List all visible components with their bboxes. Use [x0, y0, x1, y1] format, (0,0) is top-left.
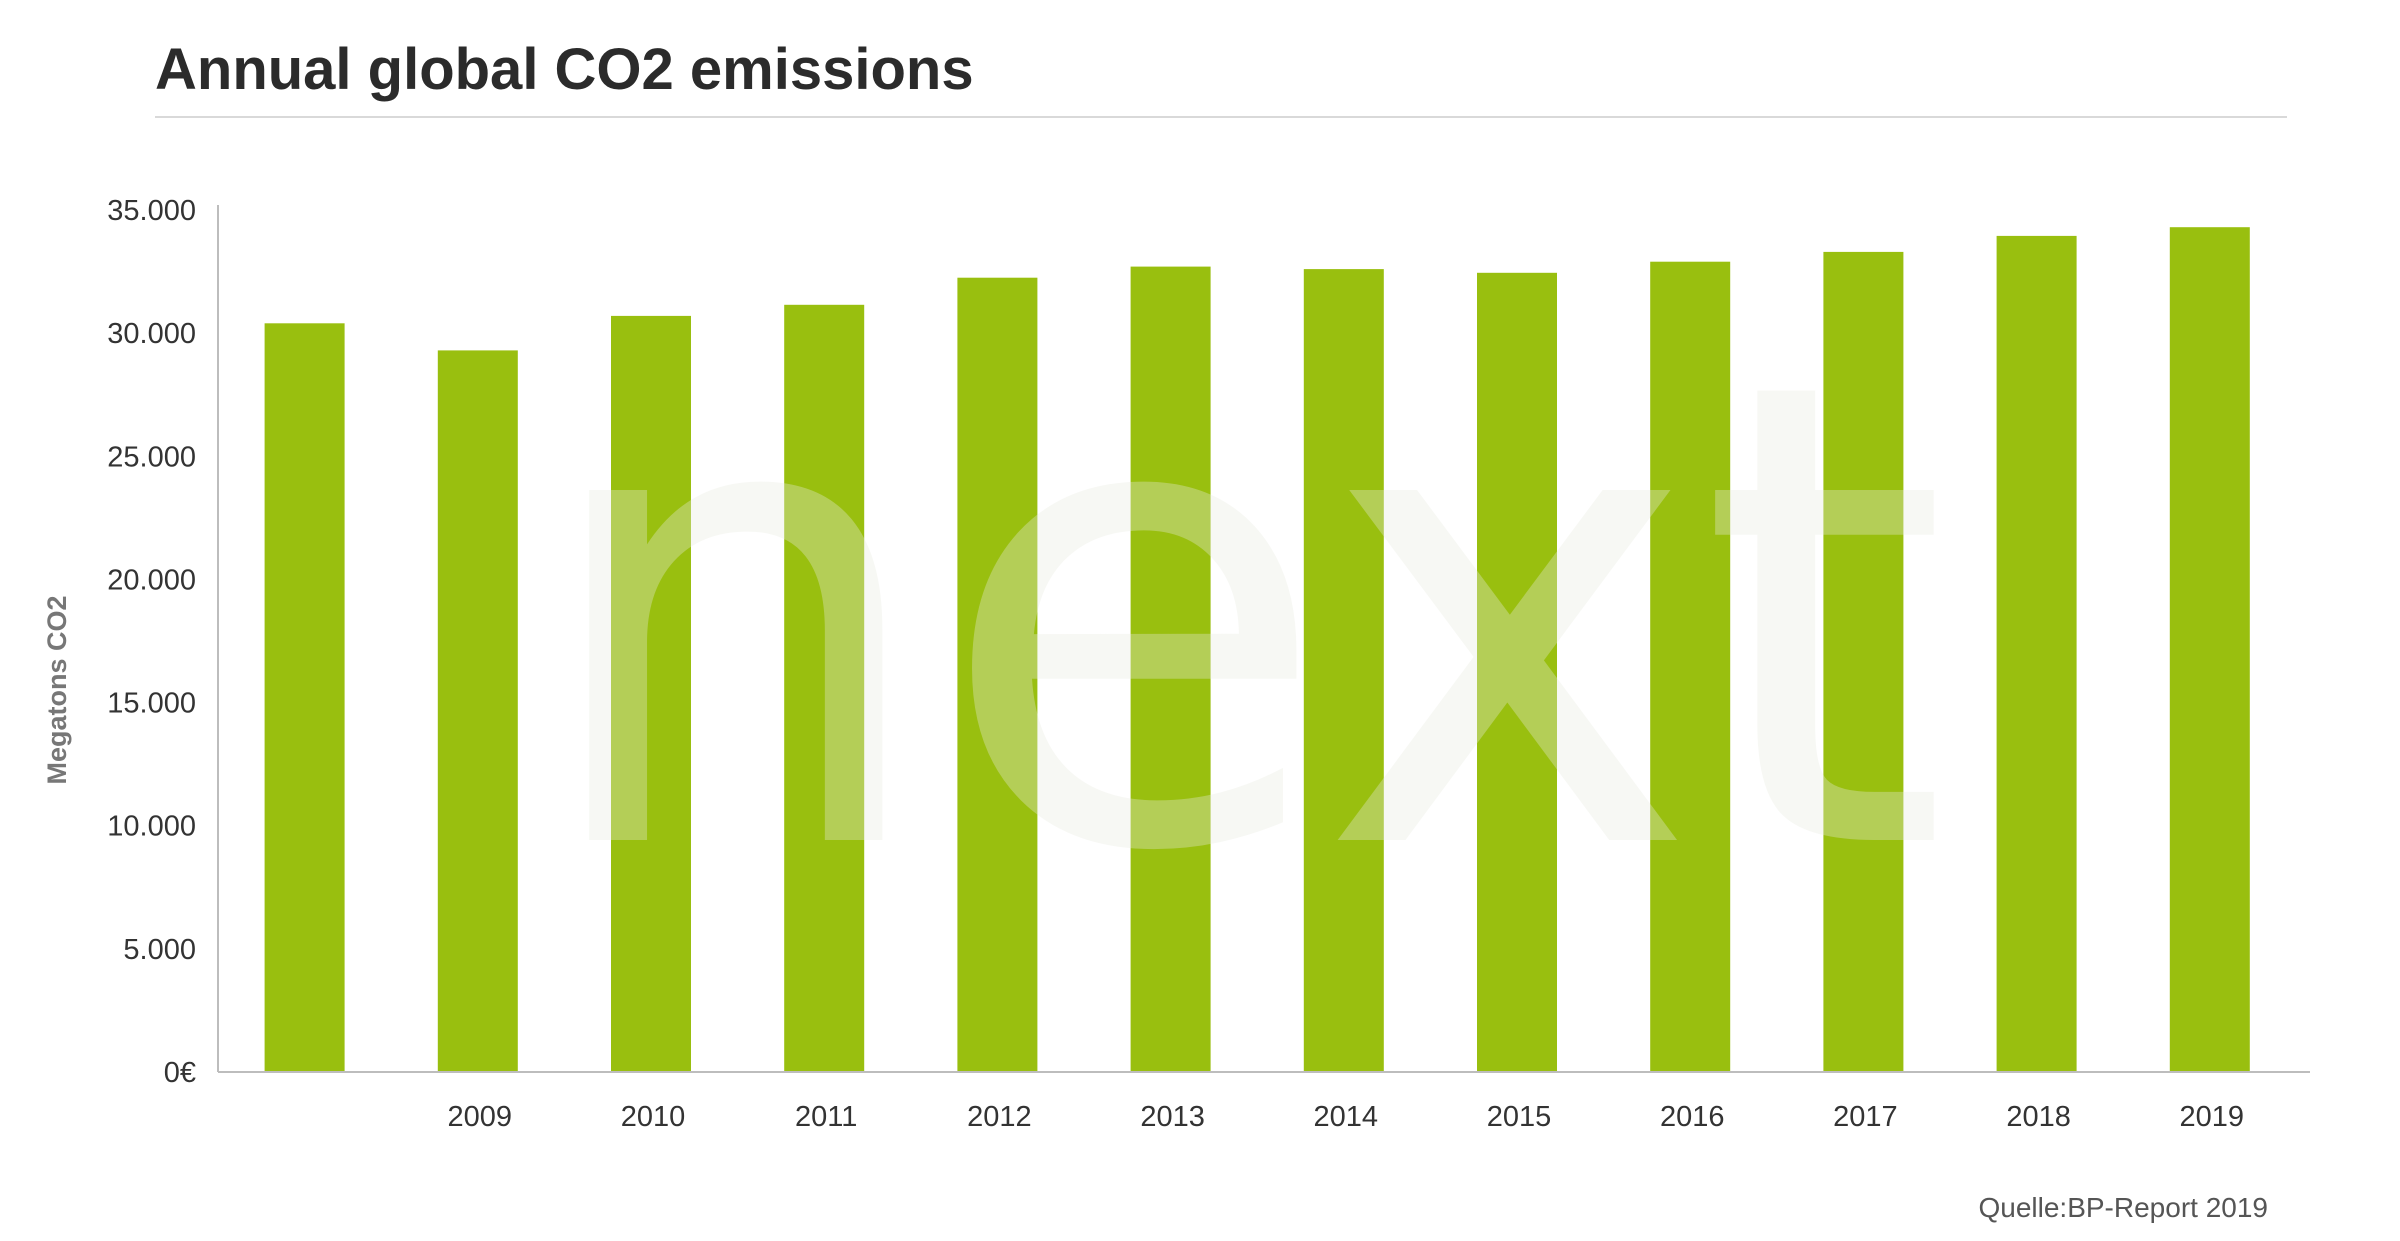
bar-2011	[784, 304, 865, 1072]
x-tick-label: 2015	[1487, 1101, 1552, 1133]
bar-first	[264, 323, 345, 1072]
x-tick-label: 2013	[1140, 1101, 1205, 1133]
bar-2013	[1130, 266, 1211, 1073]
x-tick-label: 2018	[2006, 1101, 2071, 1133]
bars-layer	[264, 227, 2250, 1073]
x-tick-label: 2010	[621, 1101, 686, 1133]
source-note: Quelle:BP-Report 2019	[1978, 1192, 2268, 1223]
y-tick-label: 30.000	[107, 318, 196, 350]
x-tick-label: 2016	[1660, 1101, 1725, 1133]
x-tick-label: 2009	[448, 1101, 513, 1133]
x-tick-label: 2019	[2180, 1101, 2245, 1133]
y-tick-label: 10.000	[107, 811, 196, 843]
y-tick-label: 25.000	[107, 441, 196, 473]
bar-2018	[1996, 235, 2077, 1072]
y-axis-label: Megatons CO2	[42, 595, 72, 784]
y-tick-label: 35.000	[107, 195, 196, 227]
y-tick-label: 5.000	[123, 934, 196, 966]
bar-2012	[957, 277, 1038, 1072]
y-tick-label: 20.000	[107, 564, 196, 596]
y-tick-label: 0€	[164, 1057, 196, 1089]
bar-2017	[1823, 251, 1904, 1072]
x-tick-label: 2017	[1833, 1101, 1898, 1133]
x-tick-label: 2012	[967, 1101, 1032, 1133]
x-tick-label: 2011	[795, 1101, 857, 1133]
axes-layer: 0€ 5.000 10.000 15.000 20.000 25.000 30.000 35.…	[107, 195, 2310, 1133]
title-divider	[155, 116, 2287, 118]
x-tick-label: 2014	[1314, 1101, 1379, 1133]
chart-title: Annual global CO2 emissions	[155, 37, 974, 102]
bar-2019	[2169, 227, 2250, 1072]
bar-2009	[437, 350, 518, 1072]
bar-2014	[1303, 269, 1384, 1073]
bar-2010	[611, 315, 691, 1072]
bar-2015	[1477, 272, 1557, 1072]
watermark-logo: next	[531, 246, 1949, 991]
bar-2016	[1650, 261, 1731, 1072]
y-tick-label: 15.000	[107, 688, 196, 720]
